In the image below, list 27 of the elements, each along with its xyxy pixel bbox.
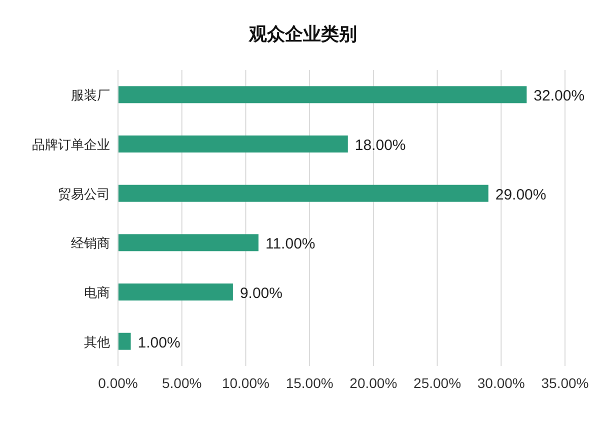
y-tick-label: 经销商	[71, 236, 110, 251]
bar	[118, 184, 488, 202]
y-tick-label: 电商	[84, 285, 110, 300]
x-tick-label: 5.00%	[162, 375, 202, 391]
data-label: 1.00%	[138, 334, 180, 352]
data-label: 29.00%	[495, 186, 546, 204]
x-tick-label: 35.00%	[541, 375, 589, 391]
y-tick-label: 服装厂	[71, 88, 110, 103]
x-tick-label: 10.00%	[222, 375, 270, 391]
data-label: 18.00%	[354, 137, 406, 154]
x-tick-label: 30.00%	[477, 375, 525, 391]
bar	[118, 136, 348, 152]
y-tick-label: 贸易公司	[58, 186, 110, 202]
y-tick-label: 品牌订单企业	[32, 137, 110, 152]
data-label: 11.00%	[265, 236, 316, 253]
x-tick-label: 25.00%	[414, 375, 462, 391]
data-label: 9.00%	[240, 285, 282, 302]
data-label: 32.00%	[534, 88, 585, 105]
bar	[118, 332, 131, 350]
x-tick-label: 0.00%	[98, 375, 138, 391]
x-tick-label: 20.00%	[350, 375, 398, 391]
bar	[118, 234, 258, 252]
chart-title: 观众企业类别	[248, 24, 357, 44]
y-tick-label: 其他	[84, 334, 110, 350]
x-tick-label: 15.00%	[286, 375, 334, 391]
bar	[118, 284, 233, 300]
bar	[118, 86, 527, 104]
